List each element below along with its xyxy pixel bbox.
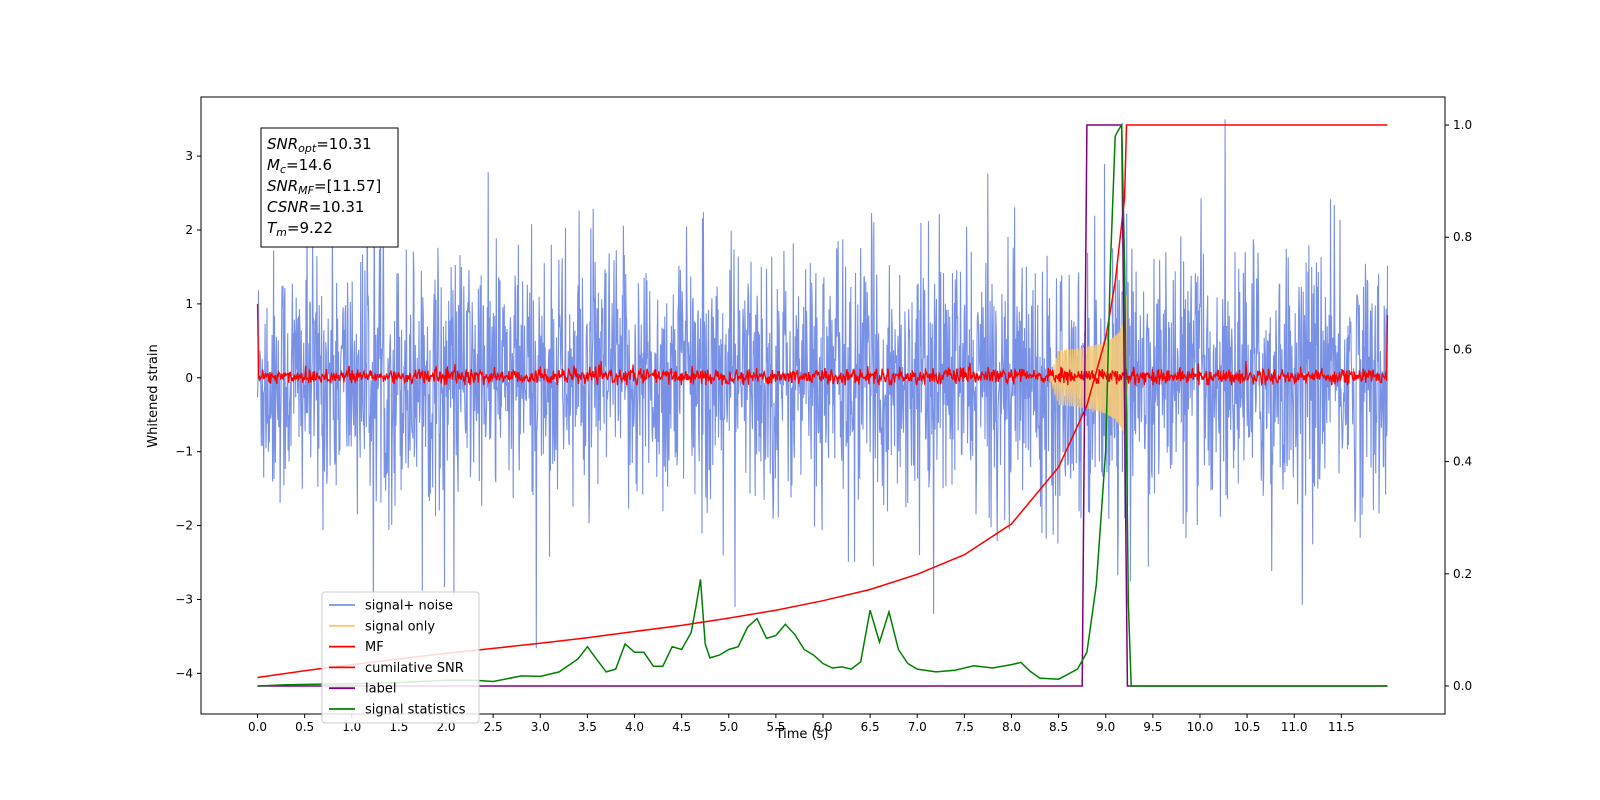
series-mf	[256, 303, 1389, 387]
x-tick-label: 6.5	[861, 720, 880, 734]
y-left-tick-label: −1	[175, 445, 193, 459]
legend-label: signal only	[365, 619, 435, 634]
y-left-tick-label: 1	[185, 297, 193, 311]
legend-label: cumilative SNR	[365, 661, 464, 676]
x-tick-label: 0.0	[248, 720, 267, 734]
legend-label: label	[365, 682, 396, 697]
y-axis-label: Whitened strain	[146, 344, 161, 447]
x-tick-label: 5.5	[766, 720, 785, 734]
annotation-line: Tm=9.22	[267, 219, 333, 239]
y-left-tick-label: 0	[185, 371, 193, 385]
legend-label: signal statistics	[365, 703, 466, 718]
annotation-line: SNRMF=[11.57]	[267, 177, 381, 197]
x-tick-label: 11.5	[1328, 720, 1355, 734]
annotation-line: SNRopt=10.31	[267, 135, 372, 155]
annotation-frame	[260, 127, 399, 248]
x-tick-label: 6.0	[813, 720, 832, 734]
x-tick-label: 8.5	[1049, 720, 1068, 734]
y-left-tick-label: 3	[185, 149, 193, 163]
y-right-tick-label: 1.0	[1453, 118, 1472, 132]
annotation-line: Mc=14.6	[267, 156, 332, 176]
x-tick-label: 9.0	[1096, 720, 1115, 734]
x-tick-label: 4.0	[625, 720, 644, 734]
legend-label: signal+ noise	[365, 599, 453, 614]
y-right-tick-label: 0.8	[1453, 230, 1472, 244]
x-tick-label: 5.0	[719, 720, 738, 734]
y-right-tick-label: 0.2	[1453, 567, 1472, 581]
x-tick-label: 7.0	[908, 720, 927, 734]
x-tick-label: 9.5	[1143, 720, 1162, 734]
x-tick-label: 4.5	[672, 720, 691, 734]
x-tick-label: 7.5	[955, 720, 974, 734]
legend-label: MF	[365, 640, 384, 655]
annotation-line: CSNR=10.31	[267, 198, 364, 216]
legend-frame	[321, 591, 480, 724]
legend: signal+ noise signal only MF cumilative SNR…	[321, 591, 480, 724]
x-axis-label: Time (s)	[775, 727, 829, 742]
x-tick-label: 3.0	[531, 720, 550, 734]
series-signal-statistics	[257, 122, 1388, 687]
x-tick-label: 10.0	[1187, 720, 1214, 734]
y-left-tick-label: −3	[175, 592, 193, 606]
annotation-box: SNRopt=10.31Mc=14.6SNRMF=[11.57]CSNR=10.…	[260, 127, 399, 248]
x-tick-label: 3.5	[578, 720, 597, 734]
y-left-tick-label: −2	[175, 519, 193, 533]
series-signal-noise	[256, 119, 1389, 649]
x-tick-label: 11.0	[1281, 720, 1308, 734]
y-left-tick-label: 2	[185, 223, 193, 237]
x-tick-label: 2.5	[484, 720, 503, 734]
x-tick-label: 10.5	[1234, 720, 1261, 734]
series-signal-only	[1048, 295, 1129, 461]
x-tick-label: 0.5	[295, 720, 314, 734]
x-tick-label: 8.0	[1002, 720, 1021, 734]
y-left-tick-label: −4	[175, 666, 193, 680]
y-right-tick-label: 0.6	[1453, 342, 1472, 356]
y-right-tick-label: 0.0	[1453, 679, 1472, 693]
y-right-tick-label: 0.4	[1453, 455, 1472, 469]
